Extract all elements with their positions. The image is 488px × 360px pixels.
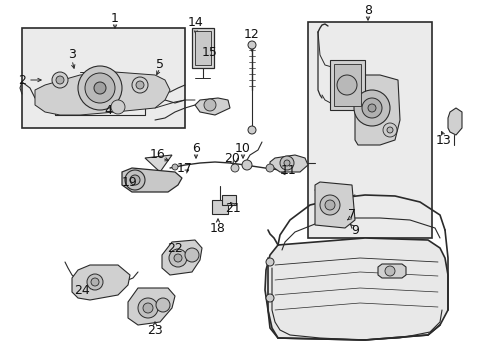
Circle shape [325,200,334,210]
Polygon shape [35,72,170,115]
Circle shape [382,123,396,137]
Bar [329,60,364,110]
Circle shape [361,98,381,118]
Circle shape [142,303,153,313]
Polygon shape [314,182,354,228]
Circle shape [384,266,394,276]
Text: 22: 22 [167,242,183,255]
Circle shape [172,164,178,170]
Circle shape [319,195,339,215]
Text: 7: 7 [347,208,355,221]
Circle shape [132,77,148,93]
Polygon shape [269,155,307,172]
Circle shape [138,298,158,318]
Circle shape [184,248,199,262]
Text: 12: 12 [244,28,259,41]
Bar [22,28,184,128]
Text: 3: 3 [68,49,76,62]
Polygon shape [145,155,172,172]
Text: 11: 11 [281,163,296,176]
Circle shape [56,76,64,84]
Text: 4: 4 [104,104,112,117]
Bar [222,195,236,205]
Polygon shape [195,98,229,115]
Text: 5: 5 [156,58,163,72]
Polygon shape [264,238,447,340]
Polygon shape [128,288,175,325]
Circle shape [265,294,273,302]
Text: 21: 21 [224,202,241,215]
Circle shape [111,100,125,114]
Polygon shape [72,265,130,300]
Text: 14: 14 [188,15,203,28]
Circle shape [94,82,106,94]
Circle shape [174,254,182,262]
Text: 10: 10 [235,141,250,154]
Circle shape [203,99,216,111]
Bar [333,64,360,106]
Circle shape [242,160,251,170]
Circle shape [247,126,256,134]
Bar [195,31,210,65]
Text: 2: 2 [18,73,26,86]
Circle shape [85,73,115,103]
Circle shape [78,66,122,110]
Circle shape [284,160,289,166]
Text: 16: 16 [150,148,165,162]
Polygon shape [377,264,405,278]
Bar [307,22,431,238]
Text: 17: 17 [177,162,193,175]
Circle shape [156,298,170,312]
Text: 13: 13 [435,134,451,147]
Circle shape [230,164,239,172]
Circle shape [336,75,356,95]
Circle shape [367,104,375,112]
Text: 1: 1 [111,12,119,24]
Bar [212,200,227,214]
Circle shape [280,156,293,170]
Text: 15: 15 [202,45,218,58]
Text: 6: 6 [192,141,200,154]
Circle shape [169,249,186,267]
Circle shape [247,41,256,49]
Circle shape [125,170,145,190]
Polygon shape [162,240,202,275]
Circle shape [386,127,392,133]
Text: 19: 19 [122,176,138,189]
Circle shape [265,164,273,172]
Bar [192,28,214,68]
Text: 24: 24 [74,284,90,297]
Circle shape [91,278,99,286]
Text: 23: 23 [147,324,163,337]
Polygon shape [122,168,182,192]
Text: 18: 18 [210,221,225,234]
Polygon shape [447,108,461,135]
Circle shape [130,175,140,185]
Circle shape [353,90,389,126]
Text: 20: 20 [224,152,240,165]
Circle shape [136,81,143,89]
Text: 8: 8 [363,4,371,17]
Circle shape [87,274,103,290]
Polygon shape [354,75,399,145]
Circle shape [265,258,273,266]
Text: 9: 9 [350,224,358,237]
Circle shape [52,72,68,88]
